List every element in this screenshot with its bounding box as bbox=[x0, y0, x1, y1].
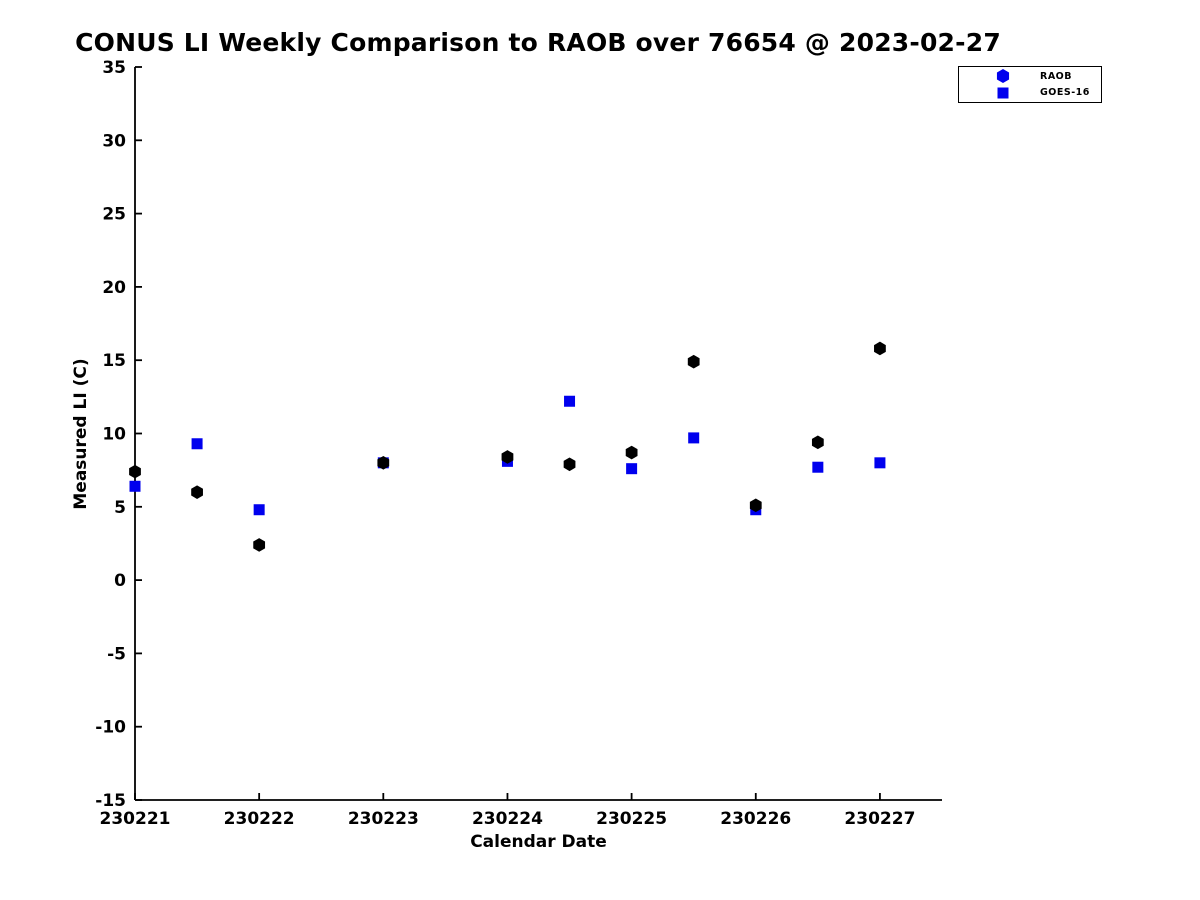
data-point bbox=[253, 538, 266, 552]
data-point bbox=[253, 504, 265, 516]
y-tick-label: 0 bbox=[114, 571, 126, 591]
legend: RAOB GOES-16 bbox=[958, 66, 1102, 103]
data-point bbox=[688, 432, 700, 444]
y-tick-label: 30 bbox=[102, 131, 126, 151]
x-tick-label: 230224 bbox=[472, 809, 543, 829]
data-point bbox=[191, 485, 203, 499]
y-tick-label: 5 bbox=[114, 498, 126, 518]
y-tick-label: -10 bbox=[95, 718, 126, 738]
data-point bbox=[377, 456, 390, 470]
legend-hexagon-icon bbox=[996, 69, 1010, 84]
data-point bbox=[129, 480, 141, 492]
y-tick-label: 10 bbox=[102, 425, 126, 445]
data-point bbox=[812, 461, 824, 473]
data-point bbox=[564, 395, 576, 407]
y-tick-label: 35 bbox=[102, 58, 126, 78]
data-point bbox=[625, 445, 638, 460]
legend-square-icon bbox=[997, 87, 1009, 99]
data-point bbox=[749, 498, 762, 513]
y-tick-label: 20 bbox=[102, 278, 126, 298]
data-point bbox=[874, 341, 886, 356]
y-tick-label: 15 bbox=[102, 351, 126, 371]
chart-title: CONUS LI Weekly Comparison to RAOB over … bbox=[75, 28, 1001, 57]
legend-item-goes16: GOES-16 bbox=[959, 85, 1101, 100]
x-tick-label: 230225 bbox=[596, 809, 667, 829]
series-raob bbox=[129, 341, 886, 552]
x-axis-label: Calendar Date bbox=[470, 832, 607, 852]
data-point bbox=[563, 457, 576, 472]
x-tick-label: 230221 bbox=[100, 809, 171, 829]
data-point bbox=[687, 354, 700, 369]
y-tick-label: 25 bbox=[102, 205, 126, 225]
data-point bbox=[129, 464, 141, 479]
y-tick-label: -5 bbox=[107, 644, 126, 664]
x-tick-label: 230227 bbox=[844, 809, 915, 829]
legend-label-goes16: GOES-16 bbox=[1040, 87, 1090, 99]
data-point bbox=[626, 463, 638, 475]
legend-item-raob: RAOB bbox=[959, 69, 1101, 84]
data-point bbox=[874, 457, 886, 469]
y-axis-label: Measured LI (C) bbox=[71, 358, 91, 509]
raob-marker-icon bbox=[995, 68, 1011, 84]
data-point bbox=[811, 435, 824, 450]
x-tick-label: 230226 bbox=[720, 809, 791, 829]
data-point bbox=[501, 450, 514, 464]
y-tick-label: -15 bbox=[95, 791, 126, 811]
goes16-marker-icon bbox=[995, 85, 1011, 101]
x-tick-label: 230222 bbox=[224, 809, 295, 829]
data-point bbox=[191, 438, 203, 450]
legend-label-raob: RAOB bbox=[1040, 70, 1072, 82]
x-tick-label: 230223 bbox=[348, 809, 419, 829]
